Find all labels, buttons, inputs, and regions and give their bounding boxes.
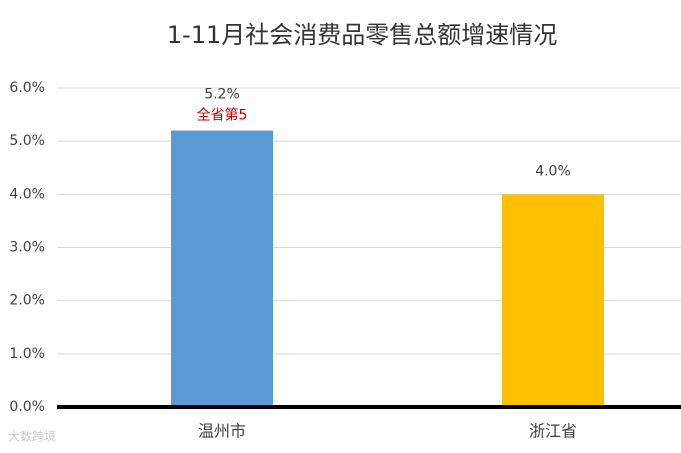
y-tick-label: 5.0% <box>9 133 45 149</box>
x-tick-label: 浙江省 <box>529 422 577 441</box>
y-tick-label: 6.0% <box>9 80 45 96</box>
bar <box>502 194 604 407</box>
y-tick-label: 3.0% <box>9 240 45 256</box>
y-tick-label: 0.0% <box>9 399 45 415</box>
value-label: 4.0% <box>535 163 571 179</box>
y-tick-label: 1.0% <box>9 346 45 362</box>
annotation: 全省第5 <box>197 107 248 124</box>
value-label: 5.2% <box>204 87 240 103</box>
y-tick-label: 4.0% <box>9 186 45 202</box>
y-tick-label: 2.0% <box>9 293 45 309</box>
x-tick-label: 温州市 <box>198 422 246 441</box>
bar <box>171 130 273 408</box>
chart-title: 1-11月社会消费品零售总额增速情况 <box>167 21 557 49</box>
watermark: 大数跨境 <box>8 429 56 444</box>
